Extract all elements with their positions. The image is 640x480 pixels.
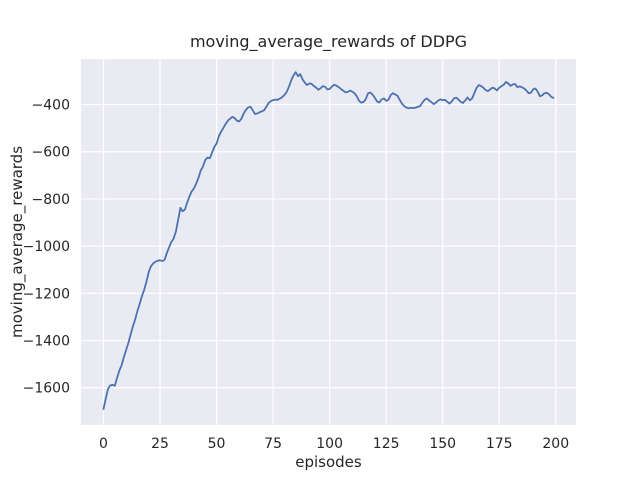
x-tick-label: 25	[151, 436, 169, 452]
plot-area	[81, 59, 576, 425]
y-tick-label: −400	[32, 98, 70, 114]
x-tick-label: 75	[264, 436, 282, 452]
y-tick-labels: −400 −600 −800 −1000 −1200 −1400 −1600	[23, 98, 70, 397]
line-series-ddpg	[102, 71, 555, 410]
y-tick-label: −1600	[23, 381, 70, 397]
x-tick-label: 100	[316, 436, 343, 452]
gridlines	[81, 59, 576, 425]
x-tick-label: 50	[208, 436, 226, 452]
x-tick-label: 125	[373, 436, 400, 452]
y-tick-label: −600	[32, 145, 70, 161]
y-tick-label: −1200	[23, 286, 70, 302]
x-tick-label: 200	[542, 436, 569, 452]
y-tick-label: −1400	[23, 334, 70, 350]
y-tick-label: −800	[32, 192, 70, 208]
x-tick-label: 0	[99, 436, 108, 452]
x-tick-label: 175	[486, 436, 513, 452]
y-axis-label: moving_average_rewards	[8, 146, 27, 338]
x-axis-label: episodes	[295, 453, 362, 471]
y-tick-label: −1000	[23, 239, 70, 255]
chart-title: moving_average_rewards of DDPG	[190, 32, 467, 52]
x-tick-labels: 0 25 50 75 100 125 150 175 200	[99, 436, 569, 452]
x-tick-label: 150	[429, 436, 456, 452]
